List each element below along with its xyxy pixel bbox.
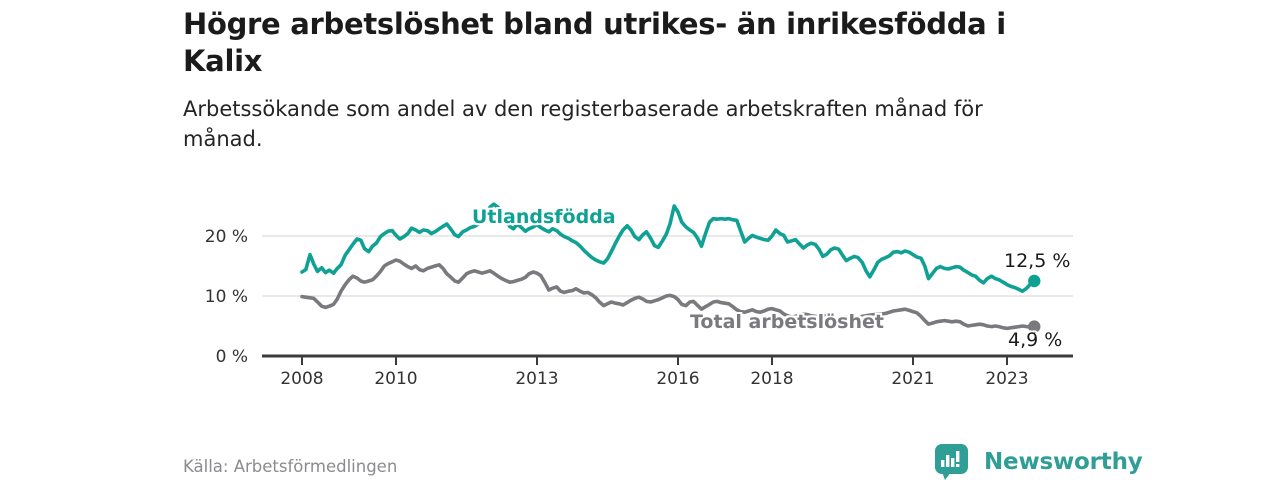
end-value-label-utlandsfodda: 12,5 %	[1004, 250, 1071, 272]
page-title: Högre arbetslöshet bland utrikes- än inr…	[183, 6, 1173, 80]
x-tick-label-2008: 2008	[280, 369, 323, 389]
page-subtitle-line-2: månad.	[183, 127, 263, 151]
y-tick-label-20: 20 %	[205, 227, 248, 247]
brand-wordmark: Newsworthy	[984, 449, 1143, 475]
y-tick-label-10: 10 %	[205, 287, 248, 307]
newsworthy-speech-bubble-barchart-icon	[935, 444, 968, 480]
series-label-total-arbetsloshet: Total arbetslöshet	[690, 311, 884, 333]
x-tick-label-2018: 2018	[750, 369, 793, 389]
page-title-line-2: Kalix	[183, 44, 263, 78]
bar-1	[941, 460, 945, 467]
exclamation-bar	[956, 451, 960, 462]
exclamation-dot	[956, 464, 960, 467]
page-subtitle-line-1: Arbetssökande som andel av den registerb…	[183, 97, 983, 121]
source-note: Källa: Arbetsförmedlingen	[183, 457, 398, 476]
series-label-utlandsfodda: Utlandsfödda	[472, 206, 616, 228]
page-subtitle: Arbetssökande som andel av den registerb…	[183, 94, 1083, 154]
series-line-1	[300, 258, 1037, 331]
x-tick-label-2010: 2010	[374, 369, 417, 389]
end-value-label-total-arbetsloshet: 4,9 %	[1008, 329, 1063, 351]
bar-2	[946, 455, 950, 467]
x-tick-label-2013: 2013	[515, 369, 558, 389]
series-end-dot-0	[1028, 274, 1041, 288]
series-line-0	[300, 202, 1037, 294]
x-tick-label-2021: 2021	[891, 369, 934, 389]
bar-3	[951, 458, 955, 467]
y-tick-label-0: 0 %	[216, 347, 248, 367]
page-title-line-1: Högre arbetslöshet bland utrikes- än inr…	[183, 7, 1006, 41]
x-tick-label-2016: 2016	[656, 369, 699, 389]
x-tick-label-2023: 2023	[985, 369, 1028, 389]
series-end-dot-1	[1028, 320, 1041, 333]
brand-logo[interactable]: Newsworthy	[934, 443, 1143, 480]
